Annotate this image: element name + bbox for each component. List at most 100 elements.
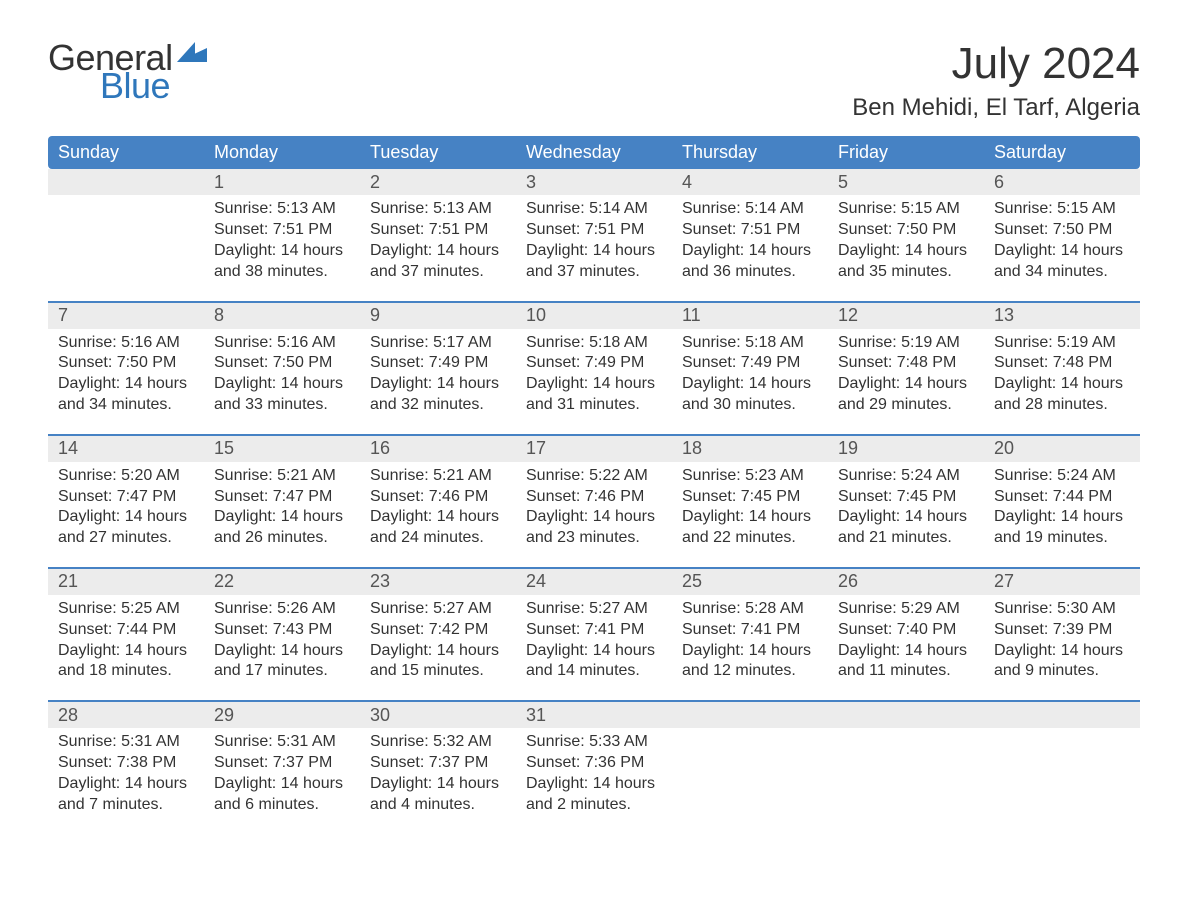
sunrise-line: Sunrise: 5:16 AM [214, 333, 350, 354]
day-number-cell: 8 [204, 303, 360, 329]
day-number-cell: 25 [672, 569, 828, 595]
day-data-cell [48, 195, 204, 300]
day-data-cell: Sunrise: 5:31 AMSunset: 7:37 PMDaylight:… [204, 728, 360, 833]
day-number-cell: 28 [48, 702, 204, 728]
day-data-cell: Sunrise: 5:15 AMSunset: 7:50 PMDaylight:… [828, 195, 984, 300]
day-number-row: 28293031 [48, 702, 1140, 728]
daylight-line: Daylight: 14 hours and 31 minutes. [526, 374, 662, 416]
day-number: 1 [214, 172, 224, 192]
day-number-cell: 24 [516, 569, 672, 595]
sunset-line: Sunset: 7:39 PM [994, 620, 1130, 641]
sunrise-line: Sunrise: 5:14 AM [682, 199, 818, 220]
day-data-row: Sunrise: 5:13 AMSunset: 7:51 PMDaylight:… [48, 195, 1140, 300]
day-number: 21 [58, 571, 78, 591]
sunrise-line: Sunrise: 5:32 AM [370, 732, 506, 753]
day-number: 23 [370, 571, 390, 591]
day-number-cell: 27 [984, 569, 1140, 595]
daylight-line: Daylight: 14 hours and 7 minutes. [58, 774, 194, 816]
day-number: 4 [682, 172, 692, 192]
daylight-line: Daylight: 14 hours and 22 minutes. [682, 507, 818, 549]
day-number: 10 [526, 305, 546, 325]
day-number: 25 [682, 571, 702, 591]
day-number-cell: 23 [360, 569, 516, 595]
day-data-cell: Sunrise: 5:17 AMSunset: 7:49 PMDaylight:… [360, 329, 516, 434]
day-number-cell: 19 [828, 436, 984, 462]
sunset-line: Sunset: 7:48 PM [838, 353, 974, 374]
daylight-line: Daylight: 14 hours and 38 minutes. [214, 241, 350, 283]
day-data-cell: Sunrise: 5:13 AMSunset: 7:51 PMDaylight:… [204, 195, 360, 300]
day-data-cell: Sunrise: 5:33 AMSunset: 7:36 PMDaylight:… [516, 728, 672, 833]
daylight-line: Daylight: 14 hours and 4 minutes. [370, 774, 506, 816]
day-data-cell: Sunrise: 5:22 AMSunset: 7:46 PMDaylight:… [516, 462, 672, 567]
sunset-line: Sunset: 7:49 PM [682, 353, 818, 374]
daylight-line: Daylight: 14 hours and 33 minutes. [214, 374, 350, 416]
day-number-cell: 31 [516, 702, 672, 728]
day-number: 14 [58, 438, 78, 458]
weekday-header: Saturday [984, 136, 1140, 169]
sunset-line: Sunset: 7:47 PM [214, 487, 350, 508]
daylight-line: Daylight: 14 hours and 18 minutes. [58, 641, 194, 683]
day-data-cell: Sunrise: 5:16 AMSunset: 7:50 PMDaylight:… [48, 329, 204, 434]
daylight-line: Daylight: 14 hours and 37 minutes. [370, 241, 506, 283]
daylight-line: Daylight: 14 hours and 21 minutes. [838, 507, 974, 549]
sunset-line: Sunset: 7:46 PM [526, 487, 662, 508]
day-number: 16 [370, 438, 390, 458]
day-data-row: Sunrise: 5:25 AMSunset: 7:44 PMDaylight:… [48, 595, 1140, 700]
sunrise-line: Sunrise: 5:14 AM [526, 199, 662, 220]
sunset-line: Sunset: 7:42 PM [370, 620, 506, 641]
weekday-header: Friday [828, 136, 984, 169]
day-number-cell: 17 [516, 436, 672, 462]
day-number: 27 [994, 571, 1014, 591]
daylight-line: Daylight: 14 hours and 27 minutes. [58, 507, 194, 549]
daylight-line: Daylight: 14 hours and 19 minutes. [994, 507, 1130, 549]
day-number-cell: 26 [828, 569, 984, 595]
weekday-header: Monday [204, 136, 360, 169]
weekday-header-row: SundayMondayTuesdayWednesdayThursdayFrid… [48, 136, 1140, 169]
sunrise-line: Sunrise: 5:31 AM [58, 732, 194, 753]
sunrise-line: Sunrise: 5:33 AM [526, 732, 662, 753]
sunrise-line: Sunrise: 5:22 AM [526, 466, 662, 487]
day-number: 24 [526, 571, 546, 591]
day-number-row: 78910111213 [48, 303, 1140, 329]
day-number: 28 [58, 705, 78, 725]
day-data-cell: Sunrise: 5:28 AMSunset: 7:41 PMDaylight:… [672, 595, 828, 700]
day-number: 8 [214, 305, 224, 325]
day-data-row: Sunrise: 5:31 AMSunset: 7:38 PMDaylight:… [48, 728, 1140, 833]
sunrise-line: Sunrise: 5:27 AM [526, 599, 662, 620]
day-number: 22 [214, 571, 234, 591]
day-number-cell: 9 [360, 303, 516, 329]
title-block: July 2024 Ben Mehidi, El Tarf, Algeria [852, 40, 1140, 122]
daylight-line: Daylight: 14 hours and 37 minutes. [526, 241, 662, 283]
sunset-line: Sunset: 7:51 PM [370, 220, 506, 241]
day-data-cell: Sunrise: 5:24 AMSunset: 7:44 PMDaylight:… [984, 462, 1140, 567]
sunset-line: Sunset: 7:37 PM [214, 753, 350, 774]
sunrise-line: Sunrise: 5:21 AM [214, 466, 350, 487]
day-number-cell: 14 [48, 436, 204, 462]
sunrise-line: Sunrise: 5:30 AM [994, 599, 1130, 620]
day-number-cell: 7 [48, 303, 204, 329]
day-data-cell: Sunrise: 5:26 AMSunset: 7:43 PMDaylight:… [204, 595, 360, 700]
sunset-line: Sunset: 7:51 PM [526, 220, 662, 241]
day-number-cell [672, 702, 828, 728]
day-number: 3 [526, 172, 536, 192]
day-number-cell: 15 [204, 436, 360, 462]
day-number-row: 21 22 23 24 25 26 27 [48, 569, 1140, 595]
day-number: 6 [994, 172, 1004, 192]
calendar-page: General Blue July 2024 Ben Mehidi, El Ta… [0, 0, 1188, 863]
day-number-cell: 30 [360, 702, 516, 728]
day-data-cell: Sunrise: 5:27 AMSunset: 7:41 PMDaylight:… [516, 595, 672, 700]
day-number: 19 [838, 438, 858, 458]
day-data-cell: Sunrise: 5:24 AMSunset: 7:45 PMDaylight:… [828, 462, 984, 567]
daylight-line: Daylight: 14 hours and 12 minutes. [682, 641, 818, 683]
day-number-cell: 13 [984, 303, 1140, 329]
location: Ben Mehidi, El Tarf, Algeria [852, 94, 1140, 122]
daylight-line: Daylight: 14 hours and 11 minutes. [838, 641, 974, 683]
daylight-line: Daylight: 14 hours and 35 minutes. [838, 241, 974, 283]
daylight-line: Daylight: 14 hours and 30 minutes. [682, 374, 818, 416]
header: General Blue July 2024 Ben Mehidi, El Ta… [48, 40, 1140, 122]
sunset-line: Sunset: 7:38 PM [58, 753, 194, 774]
day-number-row: 123456 [48, 169, 1140, 195]
sunset-line: Sunset: 7:51 PM [214, 220, 350, 241]
day-data-cell [672, 728, 828, 833]
sunrise-line: Sunrise: 5:24 AM [994, 466, 1130, 487]
